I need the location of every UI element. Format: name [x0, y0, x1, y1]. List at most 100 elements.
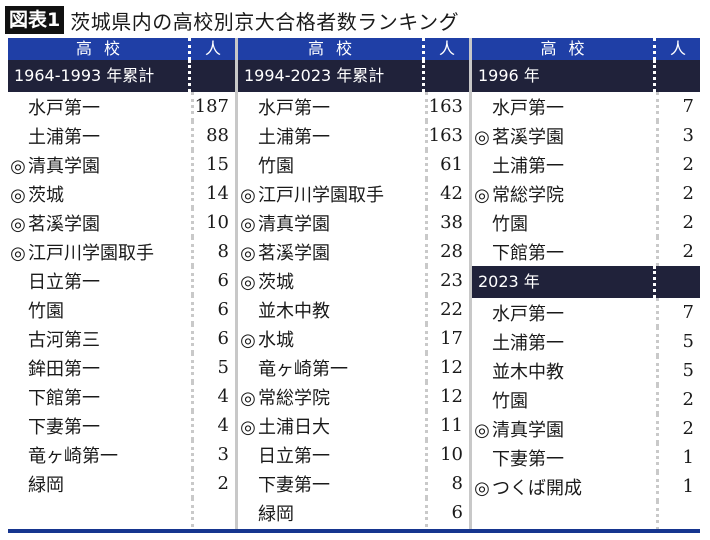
table-row: 並木中教 5 — [472, 356, 700, 385]
count: 22 — [425, 295, 469, 324]
private-school-mark: ◎ — [240, 242, 256, 264]
table-row: 下妻第一 4 — [8, 411, 235, 440]
table-row: ◎ 土浦日大 11 — [238, 411, 469, 440]
count: 5 — [656, 327, 700, 356]
school-name: 古河第三 — [28, 329, 100, 351]
school-name: 下妻第一 — [258, 474, 330, 496]
table-row: ◎ 清真学園 38 — [238, 208, 469, 237]
header-school: 高校 — [307, 39, 364, 58]
count: 14 — [191, 179, 235, 208]
school-name: つくば開成 — [492, 477, 582, 499]
count: 2 — [656, 237, 700, 266]
private-school-mark: ◎ — [474, 184, 490, 206]
count: 8 — [191, 237, 235, 266]
table-row: 竹園 6 — [8, 295, 235, 324]
count: 187 — [191, 92, 235, 121]
school-name: 水城 — [258, 329, 294, 351]
school-name: 水戸第一 — [28, 97, 100, 119]
table-row: 水戸第一 187 — [8, 92, 235, 121]
count: 28 — [425, 237, 469, 266]
table-row: 鉾田第一 5 — [8, 353, 235, 382]
count: 5 — [656, 356, 700, 385]
table-1994-2023: 高校 人 1994-2023 年累計 水戸第一 163 土浦第一 163 竹園 61 … — [235, 38, 469, 530]
table-row: 並木中教 22 — [238, 295, 469, 324]
table-row: ◎ 茗溪学園 3 — [472, 121, 700, 150]
ranking-table: 高校 人 1964-1993 年累計 水戸第一 187 土浦第一 88 ◎ 清真学園 1… — [8, 38, 700, 530]
school-name: 土浦日大 — [258, 416, 330, 438]
table-1964-1993: 高校 人 1964-1993 年累計 水戸第一 187 土浦第一 88 ◎ 清真学園 1… — [8, 38, 235, 530]
school-name: 下妻第一 — [28, 416, 100, 438]
school-name: 常総学院 — [492, 184, 564, 206]
school-name: 日立第一 — [258, 445, 330, 467]
count: 1 — [656, 472, 700, 501]
count: 42 — [425, 179, 469, 208]
school-name: 緑岡 — [258, 503, 294, 525]
figure-title-text: 茨城県内の高校別京大合格者数ランキング — [70, 9, 460, 34]
table-row: ◎ 常総学院 12 — [238, 382, 469, 411]
empty-row — [472, 501, 700, 530]
private-school-mark: ◎ — [10, 242, 26, 264]
school-name: 竹園 — [258, 155, 294, 177]
period-header: 1964-1993 年累計 — [8, 60, 235, 92]
school-name: 水戸第一 — [258, 97, 330, 119]
private-school-mark: ◎ — [474, 126, 490, 148]
count: 2 — [191, 469, 235, 498]
count: 163 — [425, 121, 469, 150]
school-name: 茨城 — [28, 184, 64, 206]
rows-1996: 水戸第一 7 ◎ 茗溪学園 3 土浦第一 2 ◎ 常総学院 2 竹園 2 下館第一 2 — [472, 92, 700, 266]
school-name: 茗溪学園 — [492, 126, 564, 148]
private-school-mark: ◎ — [474, 477, 490, 499]
rows: 水戸第一 187 土浦第一 88 ◎ 清真学園 15 ◎ 茨城 14 ◎ 茗溪学園 10 ◎ 江戸… — [8, 92, 235, 527]
private-school-mark: ◎ — [240, 271, 256, 293]
period-header: 1994-2023 年累計 — [238, 60, 469, 92]
school-name: 並木中教 — [258, 300, 330, 322]
school-name: 江戸川学園取手 — [258, 184, 384, 206]
table-row: 竜ヶ崎第一 3 — [8, 440, 235, 469]
figure-badge: 図表1 — [5, 6, 65, 34]
school-name: 下館第一 — [28, 387, 100, 409]
school-name: 土浦第一 — [492, 155, 564, 177]
count: 11 — [425, 411, 469, 440]
count: 2 — [656, 150, 700, 179]
table-row: ◎ 常総学院 2 — [472, 179, 700, 208]
count: 6 — [191, 266, 235, 295]
school-name: 茗溪学園 — [28, 213, 100, 235]
table-row: 古河第三 6 — [8, 324, 235, 353]
header-school: 高校 — [75, 39, 132, 58]
table-row: 土浦第一 5 — [472, 327, 700, 356]
private-school-mark: ◎ — [240, 387, 256, 409]
school-name: 江戸川学園取手 — [28, 242, 154, 264]
count: 3 — [656, 121, 700, 150]
private-school-mark: ◎ — [240, 416, 256, 438]
table-row: 緑岡 6 — [238, 498, 469, 527]
count: 2 — [656, 208, 700, 237]
table-row: 下妻第一 1 — [472, 443, 700, 472]
header-count: 人 — [653, 38, 700, 60]
table-row: 竹園 61 — [238, 150, 469, 179]
school-name: 下館第一 — [492, 242, 564, 264]
table-row: ◎ 江戸川学園取手 8 — [8, 237, 235, 266]
school-name: 下妻第一 — [492, 448, 564, 470]
table-row: ◎ 茗溪学園 28 — [238, 237, 469, 266]
private-school-mark: ◎ — [10, 213, 26, 235]
table-row: 水戸第一 163 — [238, 92, 469, 121]
school-name: 日立第一 — [28, 271, 100, 293]
school-name: 茨城 — [258, 271, 294, 293]
school-name: 清真学園 — [258, 213, 330, 235]
count: 2 — [656, 414, 700, 443]
table-row: 竹園 2 — [472, 208, 700, 237]
school-name: 水戸第一 — [492, 303, 564, 325]
table-row: 水戸第一 7 — [472, 298, 700, 327]
school-name: 竹園 — [492, 390, 528, 412]
school-name: 清真学園 — [28, 155, 100, 177]
count: 4 — [191, 382, 235, 411]
table-row: ◎ 江戸川学園取手 42 — [238, 179, 469, 208]
figure-title: 図表1 茨城県内の高校別京大合格者数ランキング — [5, 5, 459, 35]
period-header-2023: 2023 年 — [472, 266, 700, 298]
count: 8 — [425, 469, 469, 498]
school-name: 清真学園 — [492, 419, 564, 441]
table-row: 日立第一 10 — [238, 440, 469, 469]
school-name: 常総学院 — [258, 387, 330, 409]
count: 3 — [191, 440, 235, 469]
private-school-mark: ◎ — [240, 184, 256, 206]
